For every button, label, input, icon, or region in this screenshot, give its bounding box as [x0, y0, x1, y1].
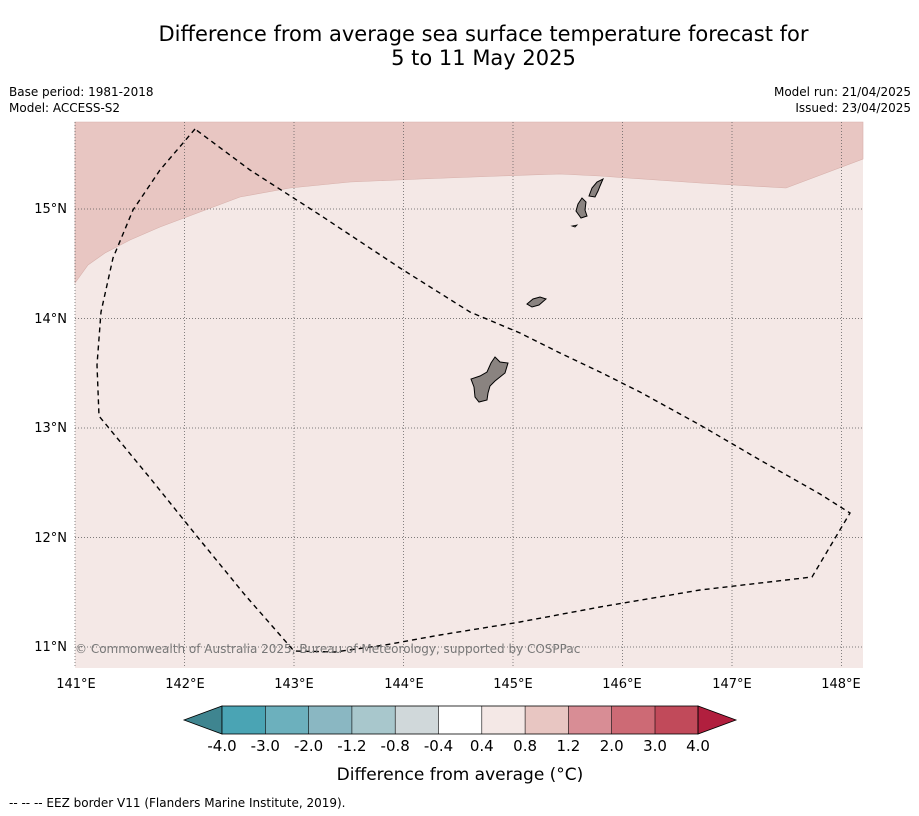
colorbar-bin — [265, 706, 309, 734]
saipan-island — [588, 177, 604, 198]
lon-label: 141°E — [56, 677, 96, 692]
chart-title: Difference from average sea surface temp… — [0, 22, 919, 70]
issued-date: Issued: 23/04/2025 — [795, 101, 911, 115]
lon-label: 145°E — [493, 677, 533, 692]
colorbar-tick: 2.0 — [600, 737, 624, 755]
lon-label: 147°E — [712, 677, 752, 692]
colorbar-tick: 4.0 — [686, 737, 710, 755]
anomaly-field-0.8-1.2 — [74, 121, 864, 284]
title-line-2: 5 to 11 May 2025 — [391, 46, 576, 70]
lon-label: 148°E — [821, 677, 861, 692]
eez-legend-note: -- -- -- EEZ border V11 (Flanders Marine… — [9, 796, 346, 810]
colorbar-tick-labels: -4.0 -3.0 -2.0 -1.2 -0.8 -0.4 0.4 0.8 1.… — [207, 737, 710, 755]
colorbar-dividers — [264, 706, 656, 734]
metadata-right: Model run: 21/04/2025 Issued: 23/04/2025 — [774, 84, 911, 116]
colorbar-bin — [222, 706, 266, 734]
colorbar-bin — [568, 706, 612, 734]
copyright-text: © Commonwealth of Australia 2025, Bureau… — [75, 642, 580, 656]
colorbar-bin — [611, 706, 655, 734]
colorbar-tick: -1.2 — [337, 737, 366, 755]
colorbar-bin — [395, 706, 439, 734]
colorbar-label: Difference from average (°C) — [337, 765, 584, 785]
lon-tick-labels: 141°E 142°E 143°E 144°E 145°E 146°E 147°… — [56, 677, 861, 692]
gridlines — [74, 122, 863, 668]
colorbar-tick: 0.4 — [470, 737, 494, 755]
title-line-1: Difference from average sea surface temp… — [158, 22, 809, 46]
colorbar-bin — [655, 706, 699, 734]
colorbar-bin — [525, 706, 569, 734]
colorbar-high-extend — [697, 705, 738, 735]
base-period: Base period: 1981-2018 — [9, 85, 154, 99]
colorbar-tick: -0.4 — [424, 737, 453, 755]
colorbar-tick: -0.8 — [381, 737, 410, 755]
eez-border — [96, 128, 851, 653]
map-panel: © Commonwealth of Australia 2025, Bureau… — [74, 121, 864, 668]
colorbar-outline — [221, 705, 699, 735]
lon-label: 146°E — [602, 677, 642, 692]
aguijan-island — [570, 224, 579, 228]
colorbar-bin — [438, 706, 482, 734]
colorbar-tick: 1.2 — [556, 737, 580, 755]
lon-label: 143°E — [274, 677, 314, 692]
rota-island — [526, 296, 547, 308]
colorbar-tick: 3.0 — [643, 737, 667, 755]
colorbar-bin — [351, 706, 396, 734]
lat-label: 13°N — [34, 421, 67, 436]
tinian-island — [575, 197, 588, 219]
lon-label: 144°E — [384, 677, 424, 692]
colorbar-tick: -4.0 — [207, 737, 236, 755]
lat-label: 11°N — [34, 640, 67, 655]
guam-island — [470, 356, 509, 403]
lat-label: 12°N — [34, 531, 67, 546]
metadata-left: Base period: 1981-2018 Model: ACCESS-S2 — [9, 84, 154, 116]
model-run: Model run: 21/04/2025 — [773, 85, 911, 99]
colorbar-tick: -2.0 — [294, 737, 323, 755]
model-name: Model: ACCESS-S2 — [9, 101, 121, 115]
colorbar-tick: 0.8 — [513, 737, 537, 755]
lat-tick-labels: 15°N 14°N 13°N 12°N 11°N — [34, 202, 67, 655]
colorbar-bin — [308, 706, 352, 734]
colorbar-tick: -3.0 — [251, 737, 280, 755]
lon-label: 142°E — [165, 677, 205, 692]
colorbar: -4.0 -3.0 -2.0 -1.2 -0.8 -0.4 0.4 0.8 1.… — [182, 705, 738, 785]
colorbar-low-extend — [182, 705, 223, 735]
lat-label: 14°N — [34, 312, 67, 327]
lat-label: 15°N — [34, 202, 67, 217]
colorbar-bin — [481, 706, 526, 734]
